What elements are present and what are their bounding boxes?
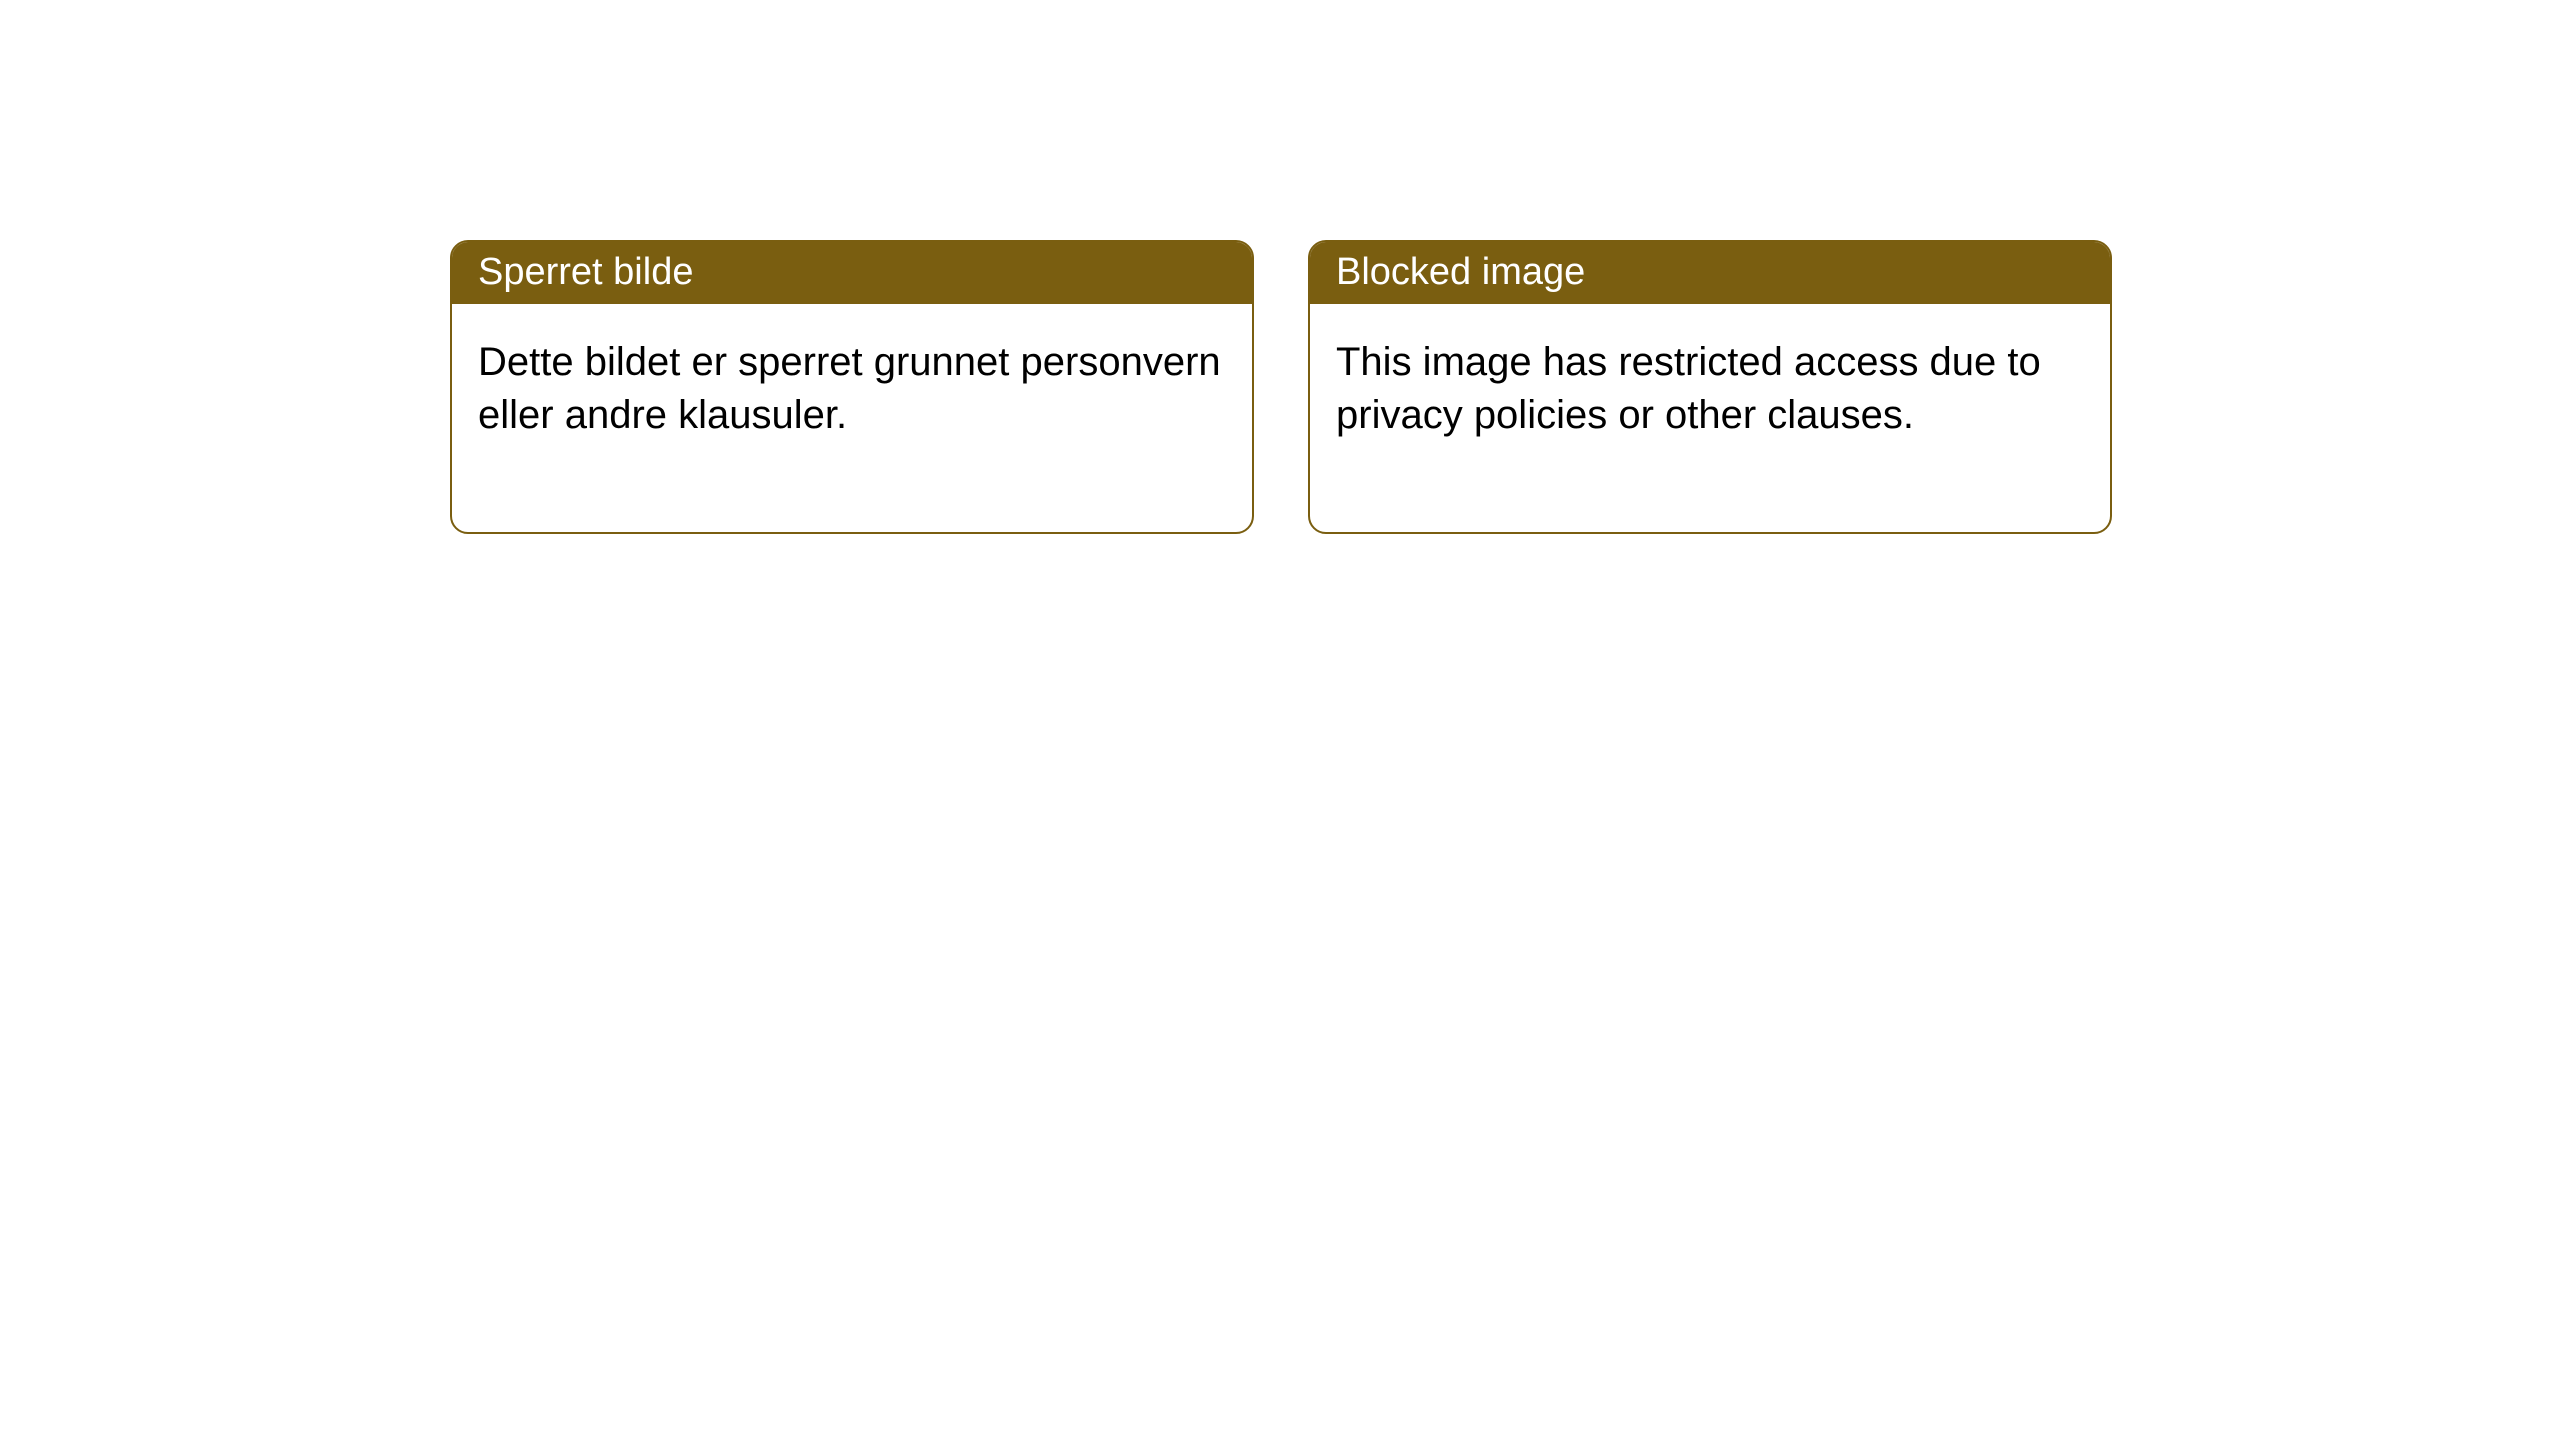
notice-body-english: This image has restricted access due to …	[1310, 304, 2110, 532]
notice-card-norwegian: Sperret bilde Dette bildet er sperret gr…	[450, 240, 1254, 534]
notice-card-english: Blocked image This image has restricted …	[1308, 240, 2112, 534]
notice-header-english: Blocked image	[1310, 242, 2110, 304]
notice-header-norwegian: Sperret bilde	[452, 242, 1252, 304]
notice-container: Sperret bilde Dette bildet er sperret gr…	[0, 0, 2560, 534]
notice-body-norwegian: Dette bildet er sperret grunnet personve…	[452, 304, 1252, 532]
